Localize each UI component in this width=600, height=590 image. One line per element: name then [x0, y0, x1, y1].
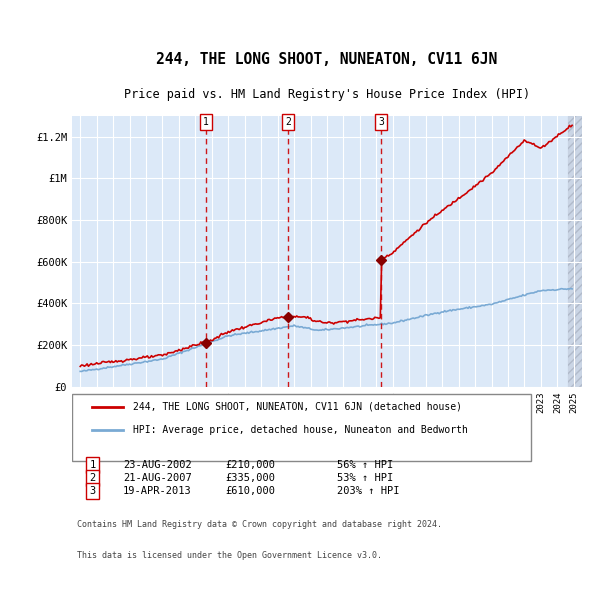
Text: 3: 3	[89, 486, 95, 496]
Text: Contains HM Land Registry data © Crown copyright and database right 2024.: Contains HM Land Registry data © Crown c…	[77, 520, 442, 529]
Text: This data is licensed under the Open Government Licence v3.0.: This data is licensed under the Open Gov…	[77, 551, 382, 560]
Text: 53% ↑ HPI: 53% ↑ HPI	[337, 473, 394, 483]
Text: 2: 2	[89, 473, 95, 483]
Text: 23-AUG-2002: 23-AUG-2002	[123, 460, 192, 470]
Text: 3: 3	[379, 117, 384, 127]
Text: 2: 2	[286, 117, 291, 127]
Text: 244, THE LONG SHOOT, NUNEATON, CV11 6JN (detached house): 244, THE LONG SHOOT, NUNEATON, CV11 6JN …	[133, 402, 462, 412]
Text: HPI: Average price, detached house, Nuneaton and Bedworth: HPI: Average price, detached house, Nune…	[133, 425, 468, 435]
Text: 203% ↑ HPI: 203% ↑ HPI	[337, 486, 400, 496]
Text: £610,000: £610,000	[225, 486, 275, 496]
Text: 1: 1	[203, 117, 209, 127]
Text: 19-APR-2013: 19-APR-2013	[123, 486, 192, 496]
Text: 244, THE LONG SHOOT, NUNEATON, CV11 6JN: 244, THE LONG SHOOT, NUNEATON, CV11 6JN	[157, 52, 497, 67]
Text: 56% ↑ HPI: 56% ↑ HPI	[337, 460, 394, 470]
Bar	[568, 116, 582, 386]
Text: Price paid vs. HM Land Registry's House Price Index (HPI): Price paid vs. HM Land Registry's House …	[124, 88, 530, 101]
Text: 1: 1	[89, 460, 95, 470]
FancyBboxPatch shape	[72, 394, 531, 461]
Text: 21-AUG-2007: 21-AUG-2007	[123, 473, 192, 483]
Bar	[568, 116, 582, 386]
Text: £335,000: £335,000	[225, 473, 275, 483]
Text: £210,000: £210,000	[225, 460, 275, 470]
